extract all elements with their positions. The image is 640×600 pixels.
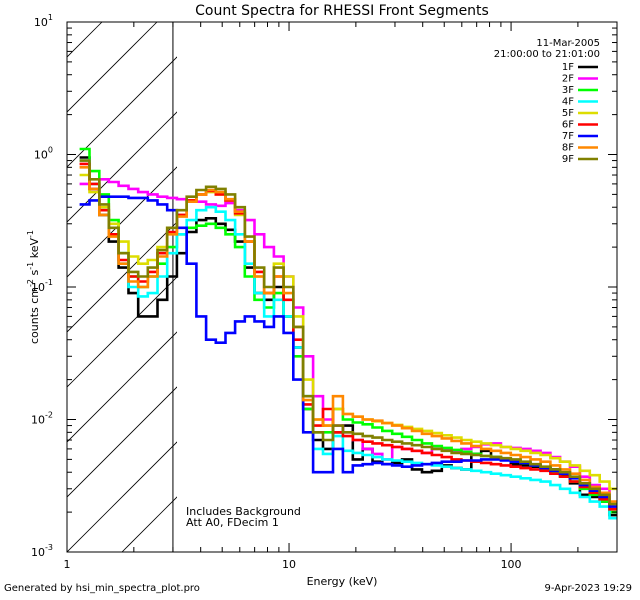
hatch-line [67,22,158,113]
hatch-line [67,441,177,552]
time-range-label: 21:00:00 to 21:01:00 [494,49,600,60]
series-line-1F [79,156,617,517]
series-line-9F [79,159,617,506]
legend-label-2F: 2F [562,74,574,85]
legend-label-7F: 7F [562,131,574,142]
y-axis-tick-labels: 10-3 10-2 10-1 100 101 [31,13,53,559]
series-line-4F [79,159,617,520]
legend-label-6F: 6F [562,120,574,131]
y-axis-label-base: counts cm [28,287,41,344]
x-axis-tick-labels: 1 10 100 [64,558,522,571]
hatch-line [67,276,177,388]
annotation-attenuator: Att A0, FDecim 1 [186,516,279,529]
x-tick-label: 100 [501,558,522,571]
legend-label-4F: 4F [562,97,574,108]
hatch-line [67,22,103,58]
y-tick-label: 101 [34,13,53,29]
footer-generated-by: Generated by hsi_min_spectra_plot.pro [4,583,200,594]
legend-label-9F: 9F [562,154,574,165]
hatch-line [67,56,177,168]
series-line-5F [79,173,617,491]
y-axis-label-exp-1: -2 [26,279,35,287]
date-label: 11-Mar-2005 [536,38,600,49]
y-axis-label-mid-2: keV [28,238,41,262]
y-axis-label-mid-1: s [28,269,41,278]
x-tick-label: 1 [64,558,71,571]
x-axis-label: Energy (keV) [307,575,378,588]
hatch-line [67,221,177,333]
y-axis-label-exp-3: -1 [26,230,35,238]
annotation-background: Includes Background [186,505,301,518]
y-tick-label: 100 [34,146,53,162]
series-line-2F [79,178,617,508]
legend-label-1F: 1F [562,62,574,73]
footer-timestamp: 9-Apr-2023 19:29 [544,583,632,594]
legend-label-8F: 8F [562,143,574,154]
y-tick-label: 10-2 [31,411,53,427]
hatch-line [67,386,177,498]
chart-title: Count Spectra for RHESSI Front Segments [195,3,489,19]
y-tick-label: 10-3 [31,543,53,559]
series-line-6F [79,162,617,511]
y-tick-label: 10-1 [31,278,53,294]
x-tick-label: 10 [282,558,296,571]
legend-label-5F: 5F [562,108,574,119]
y-axis-label-exp-2: -1 [26,262,35,270]
series-lines [79,147,617,520]
axis-ticks [66,22,618,553]
series-line-8F [79,166,617,503]
legend-label-3F: 3F [562,85,574,96]
y-axis-label: counts cm-2 s-1 keV-1 [26,230,41,344]
